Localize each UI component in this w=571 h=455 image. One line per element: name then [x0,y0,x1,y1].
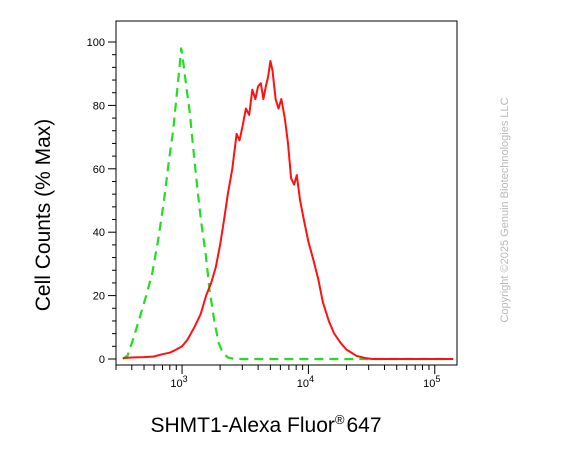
y-tick-label: 0 [99,354,105,366]
y-tick-label: 20 [93,291,105,303]
plot-frame [115,20,458,366]
x-tick-base: 10 [297,378,309,390]
x-axis-title-registered-mark: ® [335,412,345,427]
x-tick-label: 105 [423,374,440,390]
copyright-watermark: Copyright ©2025 Genuin Biotechnologies L… [499,97,511,322]
x-tick-label: 104 [297,374,314,390]
y-axis-title: Cell Counts (% Max) [32,119,55,312]
x-tick-label: 103 [170,374,187,390]
x-axis-title: SHMT1-Alexa Fluor®647 [150,412,381,437]
x-tick-exponent: 5 [435,374,440,384]
y-tick-label: 80 [93,100,105,112]
y-tick-label: 60 [93,164,105,176]
x-tick-exponent: 4 [309,374,314,384]
x-tick-base: 10 [423,378,435,390]
y-axis-ticks: 0 20 40 60 80 100 [87,37,116,366]
series-layer [122,47,454,361]
x-axis-title-suffix: 647 [346,414,381,437]
series-line-2 [122,60,454,360]
series-line-1 [122,47,454,361]
x-tick-base: 10 [170,378,182,390]
x-tick-exponent: 3 [183,374,188,384]
y-tick-label: 100 [87,37,105,49]
x-axis-title-main: SHMT1-Alexa Fluor [150,414,334,437]
x-axis-ticks: 103 104 105 [115,365,440,390]
y-tick-label: 40 [93,227,105,239]
